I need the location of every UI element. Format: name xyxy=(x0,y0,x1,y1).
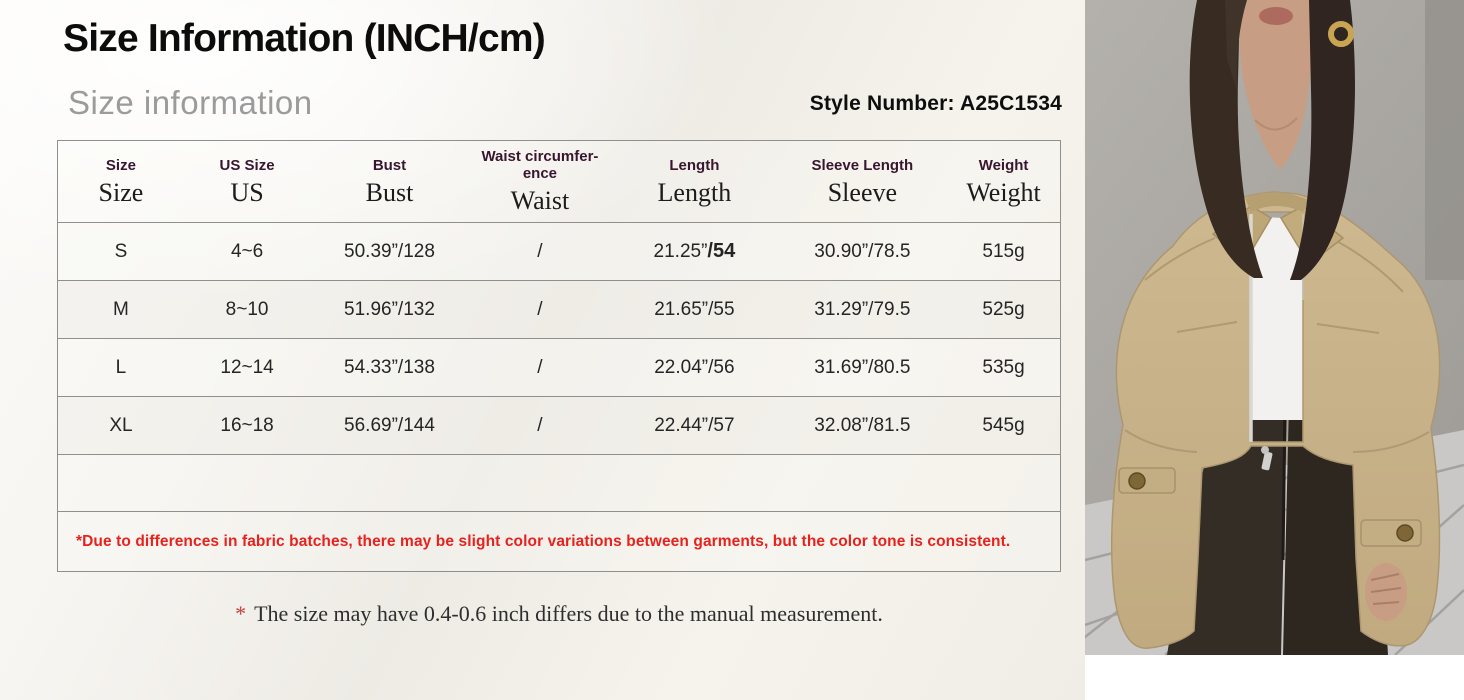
header-waist: Waist circumfer-ence Waist xyxy=(468,140,612,223)
cell-weight: 525g xyxy=(947,280,1061,339)
asterisk-icon: * xyxy=(235,601,247,626)
cell-size: M xyxy=(57,280,184,339)
header-weight-sub: Weight xyxy=(966,177,1041,207)
khaki-jacket xyxy=(1110,191,1441,649)
table-row-l: L 12~14 54.33”/138 / 22.04”/56 31.69”/80… xyxy=(57,338,1061,397)
header-length-label: Length xyxy=(669,156,720,174)
header-us-size: US Size US xyxy=(183,140,311,223)
product-photo xyxy=(1085,0,1464,655)
cell-waist: / xyxy=(468,396,612,455)
cell-bust: 56.69”/144 xyxy=(310,396,469,455)
length-cm: /54 xyxy=(707,240,736,262)
hair-strand xyxy=(1225,0,1247,90)
header-length-sub: Length xyxy=(657,177,732,207)
wall-panel xyxy=(1425,0,1464,280)
collar-back xyxy=(1245,192,1309,212)
cell-length: 21.25”/54 xyxy=(611,222,778,281)
table-row-m: M 8~10 51.96”/132 / 21.65”/55 31.29”/79.… xyxy=(57,280,1061,339)
cell-bust: 50.39”/128 xyxy=(310,222,469,281)
header-us-sub: US xyxy=(230,177,264,207)
cell-length: 22.04”/56 xyxy=(611,338,778,397)
header-bust: Bust Bust xyxy=(310,140,469,223)
cell-us: 4~6 xyxy=(183,222,311,281)
cell-waist: / xyxy=(468,222,612,281)
cell-length: 21.65”/55 xyxy=(611,280,778,339)
header-size-label: Size xyxy=(105,156,136,174)
cell-waist: / xyxy=(468,338,612,397)
page-subtitle: Size information xyxy=(68,84,313,121)
cell-waist: / xyxy=(468,280,612,339)
table-note-row: *Due to differences in fabric batches, t… xyxy=(57,511,1061,572)
header-weight-label: Weight xyxy=(978,156,1029,174)
cell-sleeve: 31.29”/79.5 xyxy=(777,280,948,339)
cell-bust: 54.33”/138 xyxy=(310,338,469,397)
table-row-s: S 4~6 50.39”/128 / 21.25”/54 30.90”/78.5… xyxy=(57,222,1061,281)
header-size-sub: Size xyxy=(98,177,144,207)
cell-size: XL xyxy=(57,396,184,455)
footnote-text: The size may have 0.4-0.6 inch differs d… xyxy=(254,601,883,626)
button-right xyxy=(1396,524,1414,542)
measurement-footnote: * The size may have 0.4-0.6 inch differs … xyxy=(57,601,1061,627)
cuff-straps xyxy=(1118,467,1422,547)
header-size: Size Size xyxy=(57,140,184,223)
cell-sleeve: 30.90”/78.5 xyxy=(777,222,948,281)
cell-weight: 535g xyxy=(947,338,1061,397)
page-title: Size Information (INCH/cm) xyxy=(63,17,546,60)
hand xyxy=(1365,563,1407,621)
hair-left xyxy=(1189,0,1263,278)
cell-size: S xyxy=(57,222,184,281)
model-photo-illustration xyxy=(1085,0,1464,655)
jacket-seams xyxy=(1124,237,1430,453)
table-empty-row xyxy=(57,454,1061,512)
header-length: Length Length xyxy=(611,140,778,223)
gold-earring xyxy=(1328,21,1354,47)
header-waist-sub: Waist xyxy=(510,186,570,215)
header-sleeve-sub: Sleeve xyxy=(827,177,898,207)
face-chin xyxy=(1237,0,1313,170)
cell-bust: 51.96”/132 xyxy=(310,280,469,339)
header-sleeve-label: Sleeve Length xyxy=(811,156,914,174)
cell-size: L xyxy=(57,338,184,397)
header-bust-label: Bust xyxy=(372,156,407,174)
table-header-row: Size Size US Size US Bust Bust Waist cir… xyxy=(57,140,1061,223)
header-us-label: US Size xyxy=(219,156,275,174)
length-inch: 21.25” xyxy=(653,241,708,262)
cell-length: 22.44”/57 xyxy=(611,396,778,455)
cell-us: 16~18 xyxy=(183,396,311,455)
header-bust-sub: Bust xyxy=(365,177,414,207)
button-left xyxy=(1128,472,1146,490)
header-waist-label: Waist circumfer-ence xyxy=(481,148,599,182)
cell-us: 12~14 xyxy=(183,338,311,397)
header-sleeve: Sleeve Length Sleeve xyxy=(777,140,948,223)
cell-sleeve: 32.08”/81.5 xyxy=(777,396,948,455)
lips xyxy=(1259,7,1293,25)
cell-weight: 515g xyxy=(947,222,1061,281)
size-table: Size Size US Size US Bust Bust Waist cir… xyxy=(57,140,1061,572)
model-figure xyxy=(1189,0,1407,621)
header-weight: Weight Weight xyxy=(947,140,1061,223)
style-number: Style Number: A25C1534 xyxy=(809,92,1062,115)
cell-sleeve: 31.69”/80.5 xyxy=(777,338,948,397)
size-info-panel: Size Information (INCH/cm) Size informat… xyxy=(0,0,1085,700)
cell-weight: 545g xyxy=(947,396,1061,455)
empty-cell xyxy=(57,454,1061,512)
color-variation-note: *Due to differences in fabric batches, t… xyxy=(57,511,1061,572)
table-row-xl: XL 16~18 56.69”/144 / 22.44”/57 32.08”/8… xyxy=(57,396,1061,455)
cell-us: 8~10 xyxy=(183,280,311,339)
hair-right xyxy=(1290,0,1355,280)
